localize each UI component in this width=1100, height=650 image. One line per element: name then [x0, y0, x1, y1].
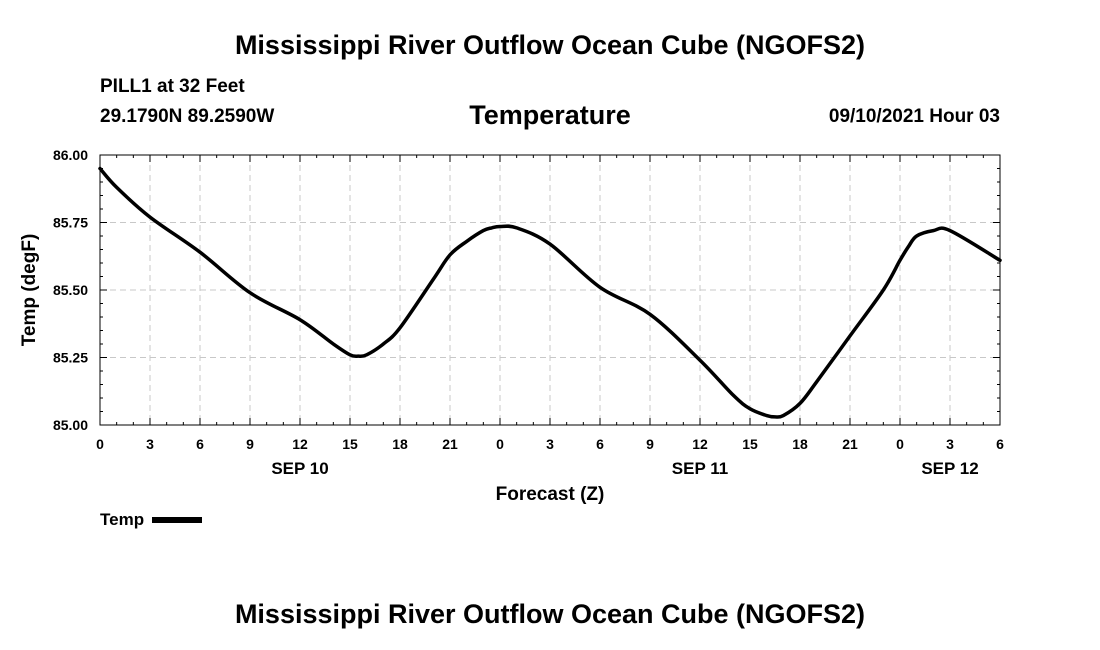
legend: Temp — [100, 510, 203, 530]
x-tick-label: 6 — [196, 436, 204, 452]
x-tick-label: 15 — [342, 436, 358, 452]
y-tick-label: 85.00 — [53, 417, 88, 433]
date-labels: SEP 10 SEP 11 SEP 12 — [271, 459, 978, 478]
x-tick-label: 0 — [496, 436, 504, 452]
y-tick-label: 85.75 — [53, 215, 88, 231]
x-tick-label: 9 — [246, 436, 254, 452]
x-tick-label: 21 — [442, 436, 458, 452]
plot-title: Temperature — [469, 100, 631, 130]
bottom-title: Mississippi River Outflow Ocean Cube (NG… — [234, 599, 866, 629]
x-tick-label: 9 — [646, 436, 654, 452]
x-tick-label: 21 — [842, 436, 858, 452]
station-label: PILL1 at 32 Feet — [100, 76, 245, 97]
x-tick-label: 0 — [896, 436, 904, 452]
y-tick-label: 85.50 — [53, 282, 88, 298]
x-tick-label: 6 — [996, 436, 1004, 452]
x-tick-label: 3 — [146, 436, 154, 452]
x-tick-label: 15 — [742, 436, 758, 452]
top-title: Mississippi River Outflow Ocean Cube (NG… — [234, 30, 866, 60]
date-label: SEP 10 — [271, 459, 328, 478]
date-label: SEP 12 — [921, 459, 978, 478]
x-tick-label: 3 — [546, 436, 554, 452]
x-tick-label: 12 — [692, 436, 708, 452]
y-tick-label: 85.25 — [53, 350, 88, 366]
x-axis-title: Forecast (Z) — [496, 484, 605, 505]
temp-series-line — [98, 166, 1002, 419]
y-tick-labels: 85.00 85.25 85.50 85.75 86.00 — [53, 147, 88, 433]
grid-lines — [100, 155, 1000, 425]
legend-label: Temp — [100, 510, 145, 529]
y-tick-label: 86.00 — [53, 147, 88, 163]
x-tick-label: 18 — [392, 436, 408, 452]
x-tick-label: 3 — [946, 436, 954, 452]
station-coordinates: 29.1790N 89.2590W — [100, 106, 275, 127]
x-tick-label: 6 — [596, 436, 604, 452]
plot-frame — [99, 154, 1001, 426]
y-axis-title: Temp (degF) — [19, 234, 40, 347]
x-tick-label: 12 — [292, 436, 308, 452]
x-tick-label: 0 — [96, 436, 104, 452]
x-tick-label: 18 — [792, 436, 808, 452]
date-label: SEP 11 — [672, 459, 728, 478]
legend-line-swatch — [152, 517, 203, 523]
forecast-datetime: 09/10/2021 Hour 03 — [828, 106, 1000, 127]
x-tick-labels: 0 3 6 9 12 15 18 21 0 3 6 9 12 15 18 21 0 3 6 — [96, 436, 1004, 452]
